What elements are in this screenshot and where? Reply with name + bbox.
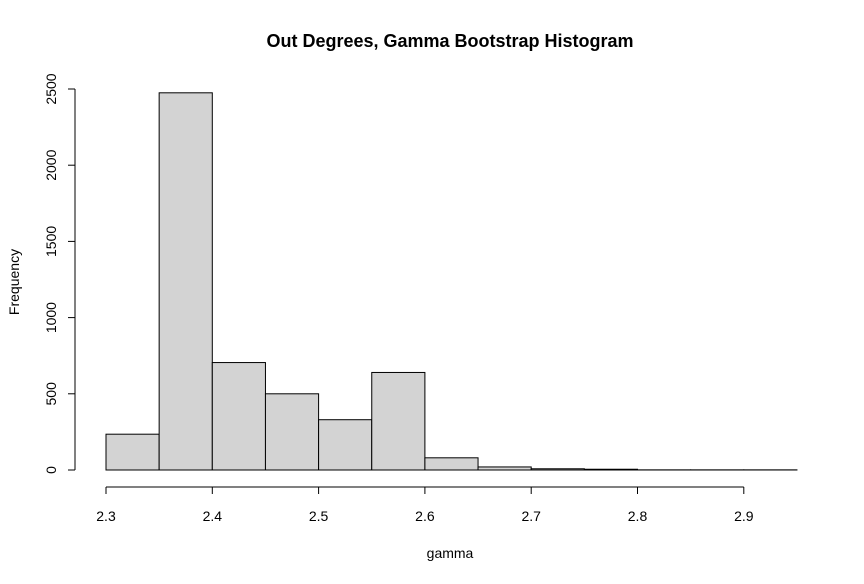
y-tick-label: 1500 [43,226,59,257]
histogram-bar-5 [318,419,373,471]
x-tick-label: 2.8 [628,508,648,524]
y-axis-label: Frequency [6,249,22,315]
y-tick-label: 0 [43,466,59,474]
x-tick-label: 2.9 [734,508,754,524]
x-axis: 2.3 2.4 2.5 2.6 2.7 2.8 2.9 [96,486,754,524]
x-tick-label: 2.4 [203,508,223,524]
histogram-bar-1 [105,433,160,471]
chart-title: Out Degrees, Gamma Bootstrap Histogram [266,31,633,51]
y-tick-label: 1000 [43,302,59,333]
histogram-bar-2 [158,92,213,471]
x-axis-label: gamma [427,545,474,561]
x-tick-label: 2.6 [415,508,435,524]
y-axis: 0 500 1000 1500 2000 2500 [43,73,76,474]
y-tick-label: 2500 [43,73,59,104]
histogram-bar-10 [583,468,638,471]
x-tick-label: 2.7 [521,508,541,524]
x-tick-label: 2.3 [96,508,116,524]
histogram-bar-4 [264,393,320,471]
y-tick-label: 2000 [43,149,59,180]
y-tick-label: 500 [43,382,59,406]
x-tick-label: 2.5 [309,508,329,524]
histogram-bar-9 [530,468,585,471]
histogram-bar-7 [424,457,479,471]
bars-layer [105,92,798,471]
histogram-bar-6 [371,371,426,471]
histogram-bar-8 [477,466,532,471]
histogram-bar-3 [211,362,266,471]
